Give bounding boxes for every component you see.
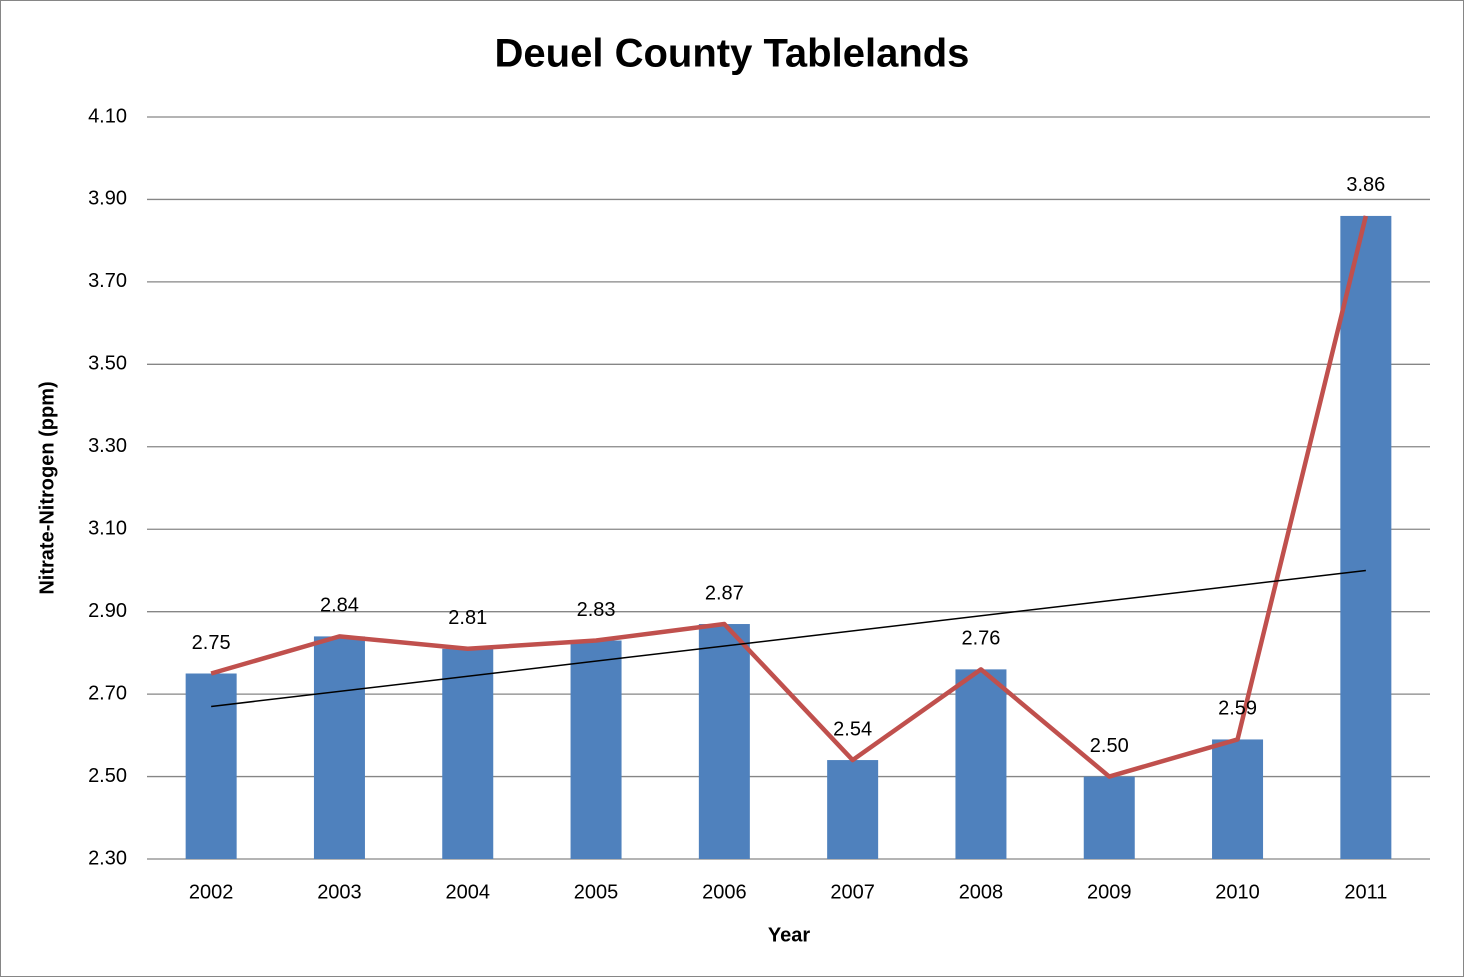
chart-title: Deuel County Tablelands xyxy=(495,32,970,76)
x-tick-label: 2011 xyxy=(1344,881,1387,903)
y-axis-label: Nitrate-Nitrogen (ppm) xyxy=(36,381,58,594)
x-tick-label: 2010 xyxy=(1215,881,1260,903)
bar xyxy=(185,673,237,859)
x-tick-label: 2004 xyxy=(446,881,491,903)
x-tick-label: 2002 xyxy=(189,881,234,903)
bar xyxy=(1340,215,1392,859)
data-label: 2.75 xyxy=(192,632,231,654)
y-tick-label: 2.50 xyxy=(88,765,127,787)
x-tick-label: 2003 xyxy=(317,881,362,903)
x-tick-label: 2006 xyxy=(702,881,747,903)
y-tick-label: 3.30 xyxy=(88,435,127,457)
trendline xyxy=(211,569,1366,708)
x-tick-label: 2009 xyxy=(1087,881,1132,903)
y-tick-label: 3.50 xyxy=(88,353,127,375)
data-label: 2.76 xyxy=(961,628,1000,650)
data-label: 2.84 xyxy=(320,595,359,617)
data-label: 3.86 xyxy=(1346,174,1385,196)
y-tick-label: 3.90 xyxy=(88,188,127,210)
x-tick-label: 2007 xyxy=(830,881,875,903)
x-axis-label: Year xyxy=(768,924,810,946)
data-label: 2.50 xyxy=(1090,735,1129,757)
y-tick-label: 2.30 xyxy=(88,847,127,869)
data-label: 2.87 xyxy=(705,582,744,604)
bar xyxy=(827,760,879,859)
y-tick-label: 3.70 xyxy=(88,270,127,292)
bar xyxy=(955,669,1007,859)
bar xyxy=(698,624,750,859)
y-tick-label: 4.10 xyxy=(88,105,127,127)
data-label: 2.83 xyxy=(577,599,616,621)
bar xyxy=(1083,776,1135,859)
line xyxy=(210,215,1369,779)
data-label: 2.54 xyxy=(833,718,872,740)
y-tick-label: 3.10 xyxy=(88,518,127,540)
bar xyxy=(570,640,622,859)
bar xyxy=(442,648,494,859)
data-label: 2.59 xyxy=(1218,698,1257,720)
y-tick-label: 2.90 xyxy=(88,600,127,622)
bar xyxy=(1212,739,1264,859)
bar xyxy=(313,636,365,859)
data-label: 2.81 xyxy=(448,607,487,629)
x-tick-label: 2005 xyxy=(574,881,619,903)
x-tick-label: 2008 xyxy=(959,881,1004,903)
y-tick-label: 2.70 xyxy=(88,682,127,704)
